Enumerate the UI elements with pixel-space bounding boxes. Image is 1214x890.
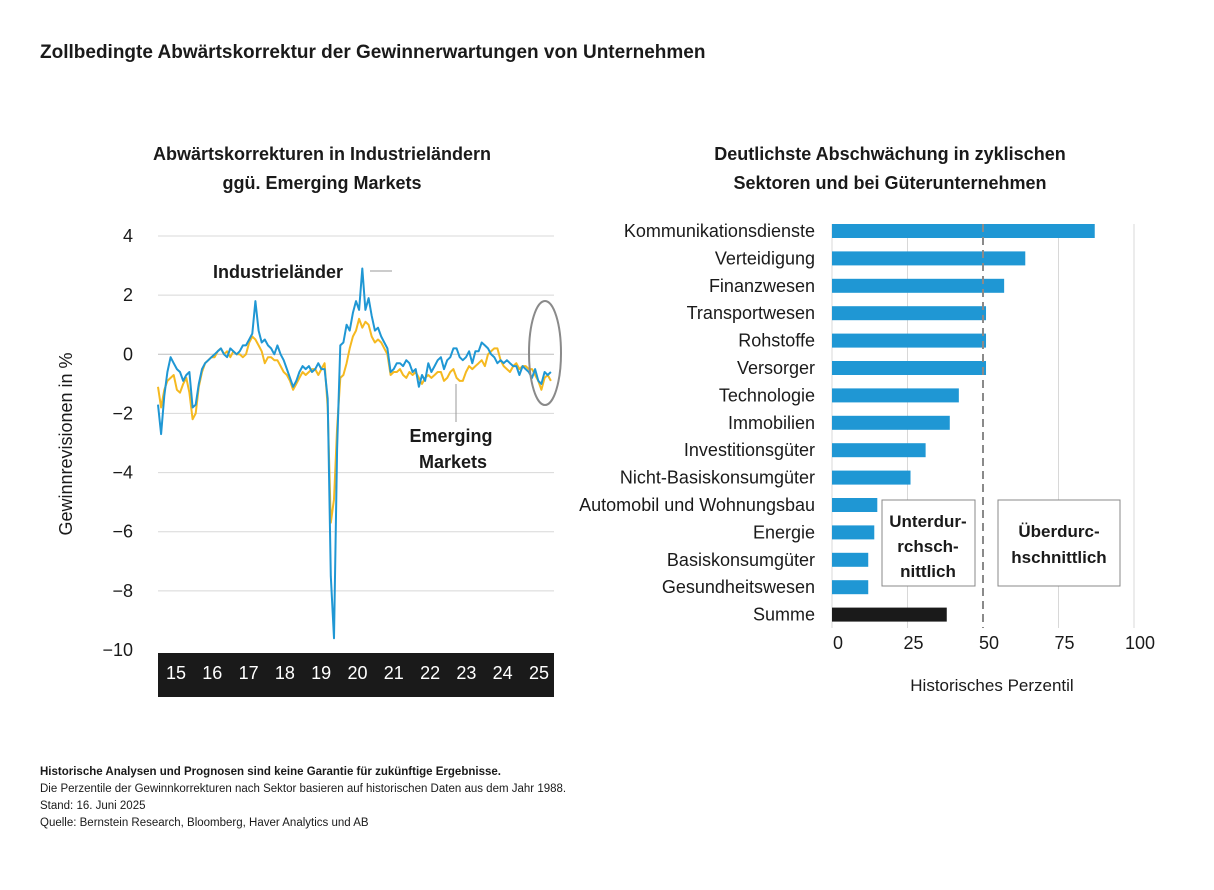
x-tick-label: 18 [275, 663, 295, 683]
bar [832, 333, 987, 348]
category-label: Transportwesen [687, 303, 815, 323]
above-average-label-line2: hschnittlich [1011, 548, 1106, 567]
line-chart: 420−2−4−6−8−10 15 16 17 18 19 20 21 22 23 24 25 Ge… [56, 226, 562, 697]
line-chart-title: Abwärtskorrekturen in Industrieländern g… [92, 140, 552, 198]
y-tick-label: −10 [102, 640, 133, 660]
y-tick-label: −2 [112, 403, 133, 423]
x-tick-label: 20 [347, 663, 367, 683]
bar [832, 388, 959, 403]
line-chart-title-line1: Abwärtskorrekturen in Industrieländern [152, 144, 492, 164]
industrial-annotation: Industrieländer [213, 262, 343, 282]
x-tick-label: 0 [833, 633, 843, 653]
x-tick-label: 15 [166, 663, 186, 683]
x-tick-label: 50 [979, 633, 999, 653]
highlight-ellipse [528, 300, 562, 406]
x-tick-label: 100 [1125, 633, 1155, 653]
below-average-label-line3: nittlich [900, 562, 956, 581]
bar-chart-x-axis-label: Historisches Perzentil [910, 676, 1073, 695]
category-label: Versorger [737, 358, 815, 378]
category-label: Nicht-Basiskonsumgüter [620, 468, 815, 488]
bar [832, 552, 869, 567]
bar [832, 306, 987, 321]
bar-chart: Kommunikationsdienste Verteidigung Finanzw… [579, 221, 1155, 695]
above-average-label-line1: Überdurc- [1018, 522, 1099, 541]
x-tick-label: 24 [493, 663, 513, 683]
bar [832, 361, 987, 375]
footnote-date: Stand: 16. Juni 2025 [40, 800, 146, 812]
bar-chart-title: Deutlichste Abschwächung in zyklischen S… [640, 140, 1140, 198]
emerging-annotation-line2: Markets [419, 452, 487, 472]
category-label: Energie [753, 522, 815, 542]
series-line-industrial [157, 267, 552, 640]
footnotes: Historische Analysen und Prognosen sind … [40, 764, 566, 832]
y-tick-label: −6 [112, 522, 133, 542]
above-average-box: Überdurc- hschnittlich [997, 499, 1121, 587]
y-tick-label: 2 [123, 285, 133, 305]
category-label: Finanzwesen [709, 276, 815, 296]
y-tick-label: −4 [112, 463, 133, 483]
footnote-source: Quelle: Bernstein Research, Bloomberg, H… [40, 817, 369, 829]
x-tick-label: 25 [903, 633, 923, 653]
category-label: Investitionsgüter [684, 440, 815, 460]
x-axis-band [158, 653, 554, 697]
category-label: Kommunikationsdienste [624, 221, 815, 241]
footnote-methodology: Die Perzentile der Gewinnkorrekturen nac… [40, 783, 567, 795]
emerging-annotation-line1: Emerging [409, 426, 492, 446]
bar [832, 443, 926, 458]
bar [832, 251, 1026, 266]
x-tick-label: 25 [529, 663, 549, 683]
category-label: Automobil und Wohnungsbau [579, 495, 815, 515]
below-average-label-line2: rchsch- [897, 537, 958, 556]
below-average-box: Unterdur- rchsch- nittlich [881, 499, 976, 587]
bar [832, 607, 947, 622]
x-tick-label: 75 [1054, 633, 1074, 653]
category-label: Gesundheitswesen [662, 577, 815, 597]
footnote-disclaimer: Historische Analysen und Prognosen sind … [40, 766, 501, 778]
category-label: Verteidigung [715, 248, 815, 268]
category-label: Immobilien [728, 413, 815, 433]
x-tick-label: 23 [456, 663, 476, 683]
main-title: Zollbedingte Abwärtskorrektur der Gewinn… [40, 42, 706, 63]
line-chart-y-axis-label: Gewinnrevisionen in % [56, 352, 76, 535]
bar [832, 224, 1095, 238]
category-label: Basiskonsumgüter [667, 550, 815, 570]
below-average-label-line1: Unterdur- [889, 512, 966, 531]
category-label: Summe [753, 605, 815, 625]
x-tick-label: 21 [384, 663, 404, 683]
bar [832, 415, 950, 430]
bar-chart-title-line2: Sektoren und bei Güterunternehmen [733, 173, 1047, 193]
category-label: Technologie [719, 385, 815, 405]
bar [832, 278, 1005, 293]
y-tick-label: 4 [123, 226, 133, 246]
y-tick-label: −8 [112, 581, 133, 601]
x-tick-label: 19 [311, 663, 331, 683]
x-tick-label: 22 [420, 663, 440, 683]
bar [832, 580, 869, 595]
bar [832, 525, 875, 540]
bar-chart-title-line1: Deutlichste Abschwächung in zyklischen [714, 144, 1066, 164]
category-label: Rohstoffe [738, 331, 815, 351]
bar [832, 498, 878, 512]
x-tick-label: 17 [239, 663, 259, 683]
line-chart-title-line2: ggü. Emerging Markets [222, 173, 422, 193]
y-tick-label: 0 [123, 344, 133, 364]
x-tick-label: 16 [202, 663, 222, 683]
series-line-emerging [157, 317, 552, 524]
bar [832, 470, 911, 485]
